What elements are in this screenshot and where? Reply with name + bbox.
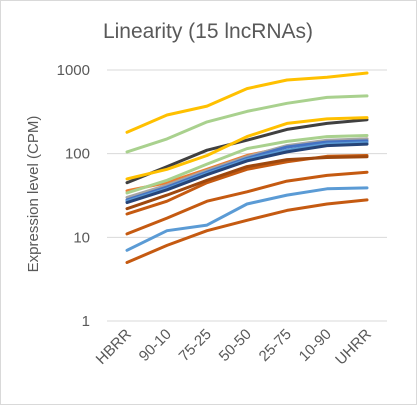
series-line-1 xyxy=(125,71,369,134)
x-tick-label: 50-50 xyxy=(216,326,255,365)
series-line-15 xyxy=(125,142,369,205)
y-tick-label: 1 xyxy=(82,313,90,330)
series-line-14 xyxy=(125,198,369,264)
x-tick-label: HBRR xyxy=(93,326,135,368)
x-tick-label: 10-90 xyxy=(296,326,335,365)
x-tick-label: 90-10 xyxy=(136,326,175,365)
series-line-12 xyxy=(125,170,369,236)
series-line-13 xyxy=(125,186,369,252)
y-axis-ticks: 1 10 100 1000 xyxy=(57,62,90,330)
series-line-11 xyxy=(125,155,369,211)
x-tick-label: UHRR xyxy=(332,326,375,369)
series-lines xyxy=(125,71,369,264)
series-line-2 xyxy=(125,94,369,154)
series-line-4 xyxy=(125,116,369,181)
y-axis-label: Expression level (CPM) xyxy=(25,116,42,273)
chart-title: Linearity (15 lncRNAs) xyxy=(103,20,313,43)
y-tick-label: 100 xyxy=(65,146,90,163)
y-tick-label: 10 xyxy=(73,229,90,246)
series-line-6 xyxy=(125,134,369,195)
x-tick-label: 25-75 xyxy=(256,326,295,365)
series-line-3 xyxy=(125,118,369,185)
x-tick-label: 75-25 xyxy=(176,326,215,365)
y-tick-label: 1000 xyxy=(57,62,90,79)
series-line-7 xyxy=(125,137,369,199)
